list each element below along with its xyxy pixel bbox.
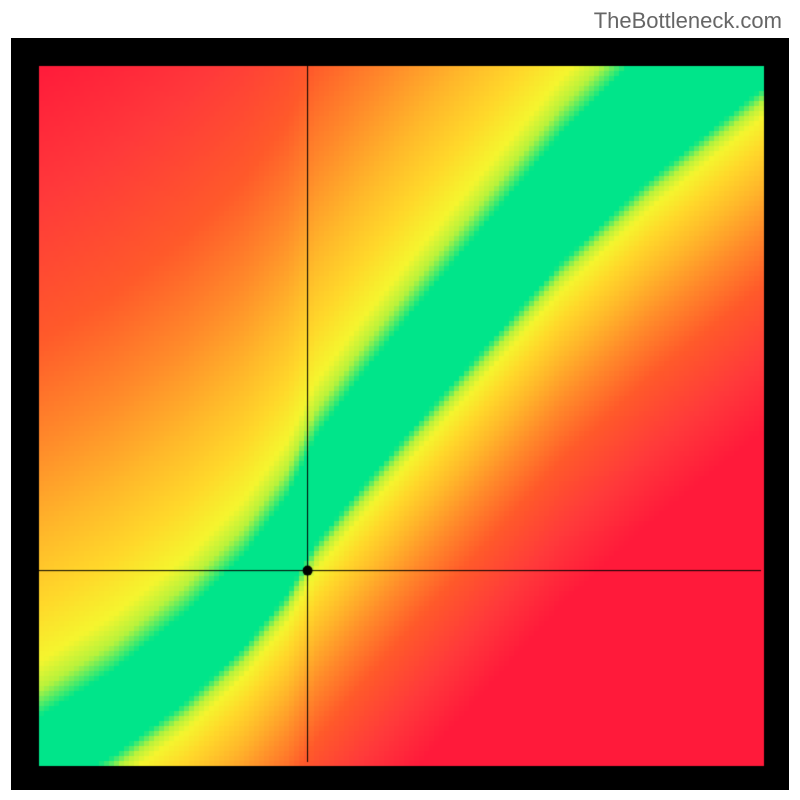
page-container: TheBottleneck.com (0, 0, 800, 800)
heatmap-canvas (11, 38, 789, 790)
watermark-text: TheBottleneck.com (594, 8, 782, 34)
bottleneck-heatmap (11, 38, 789, 790)
